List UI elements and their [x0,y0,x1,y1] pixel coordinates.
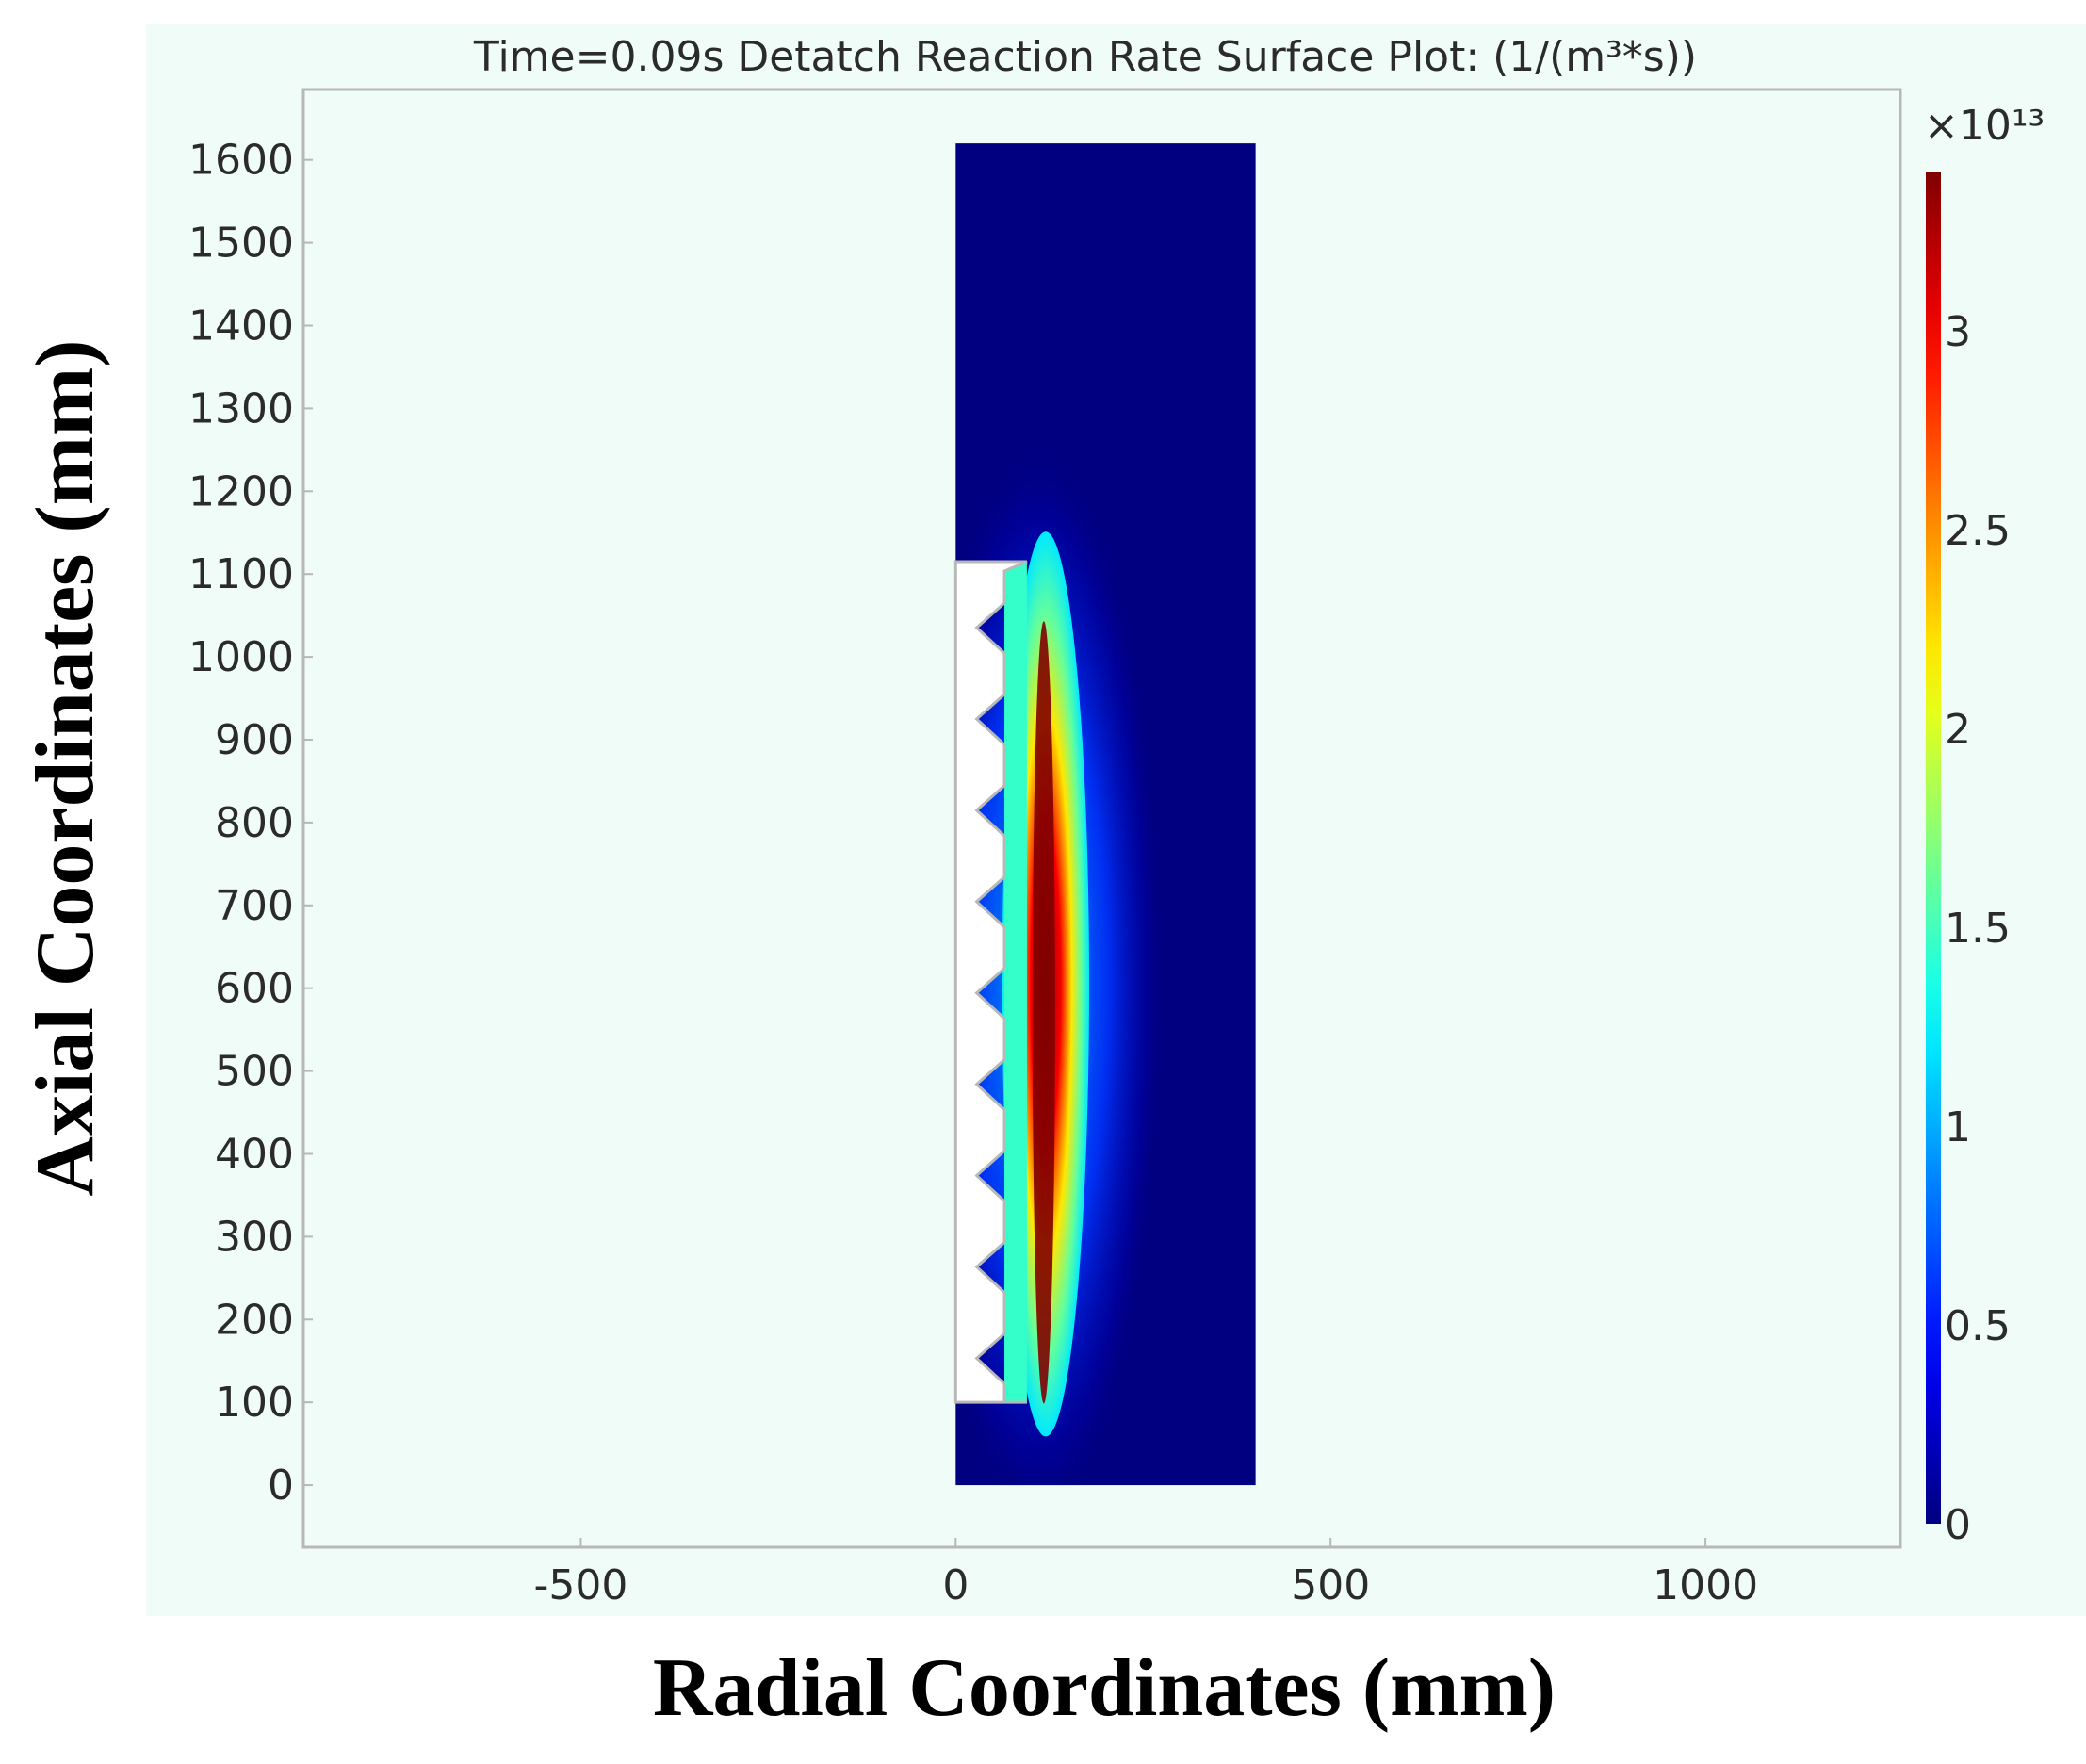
x-tick-label: -500 [534,1561,628,1609]
hotspot-glow [955,433,1166,1486]
hotspot-core [1032,621,1055,1404]
chart-title: Time=0.09s Detatch Reaction Rate Surface… [473,33,1697,81]
colorbar-multiplier: ×10¹³ [1924,102,2045,150]
colorbar-tick-label: 0 [1945,1501,1971,1549]
electrode-cutout [953,560,1028,1404]
colorbar-tick-label: 3 [1945,308,1971,356]
y-tick-label: 600 [215,965,294,1013]
colorbar-tick-label: 1.5 [1945,905,2011,953]
y-axis-ticks: 0 100 200 300 400 500 600 700 800 900 1000 1100 1200… [188,137,313,1510]
y-tick-label: 800 [215,799,294,847]
colorbar: 0 0.5 1 1.5 2 2.5 3 ×10¹³ [1924,102,2045,1549]
y-tick-label: 0 [268,1462,294,1510]
y-tick-label: 500 [215,1048,294,1096]
y-tick-label: 1100 [188,550,294,598]
y-axis-label: Axial Coordinates (mm) [20,339,111,1196]
y-tick-label: 700 [215,882,294,930]
colorbar-tick-label: 2.5 [1945,507,2011,555]
electrode-adjacent-region [1004,562,1027,1403]
x-axis-ticks: -500 0 500 1000 [534,1538,1758,1609]
y-tick-label: 300 [215,1213,294,1261]
y-tick-label: 1400 [188,302,294,351]
x-tick-label: 0 [942,1561,969,1609]
colorbar-tick-label: 0.5 [1945,1302,2011,1350]
y-tick-label: 200 [215,1296,294,1344]
y-tick-label: 1000 [188,633,294,681]
y-tick-label: 400 [215,1130,294,1178]
x-tick-label: 1000 [1653,1561,1758,1609]
colorbar-tick-label: 1 [1945,1103,1971,1152]
x-axis-label: Radial Coordinates (mm) [653,1642,1556,1734]
y-tick-label: 1300 [188,384,294,433]
colorbar-gradient [1926,172,1941,1524]
colorbar-tick-label: 2 [1945,706,1971,754]
simulation-domain [953,143,1256,1486]
y-tick-label: 1200 [188,467,294,515]
y-tick-label: 100 [215,1379,294,1427]
y-tick-label: 1600 [188,137,294,185]
x-tick-label: 500 [1291,1561,1370,1609]
plot-frame [301,88,1902,1549]
y-tick-label: 1500 [188,220,294,268]
y-tick-label: 900 [215,716,294,764]
